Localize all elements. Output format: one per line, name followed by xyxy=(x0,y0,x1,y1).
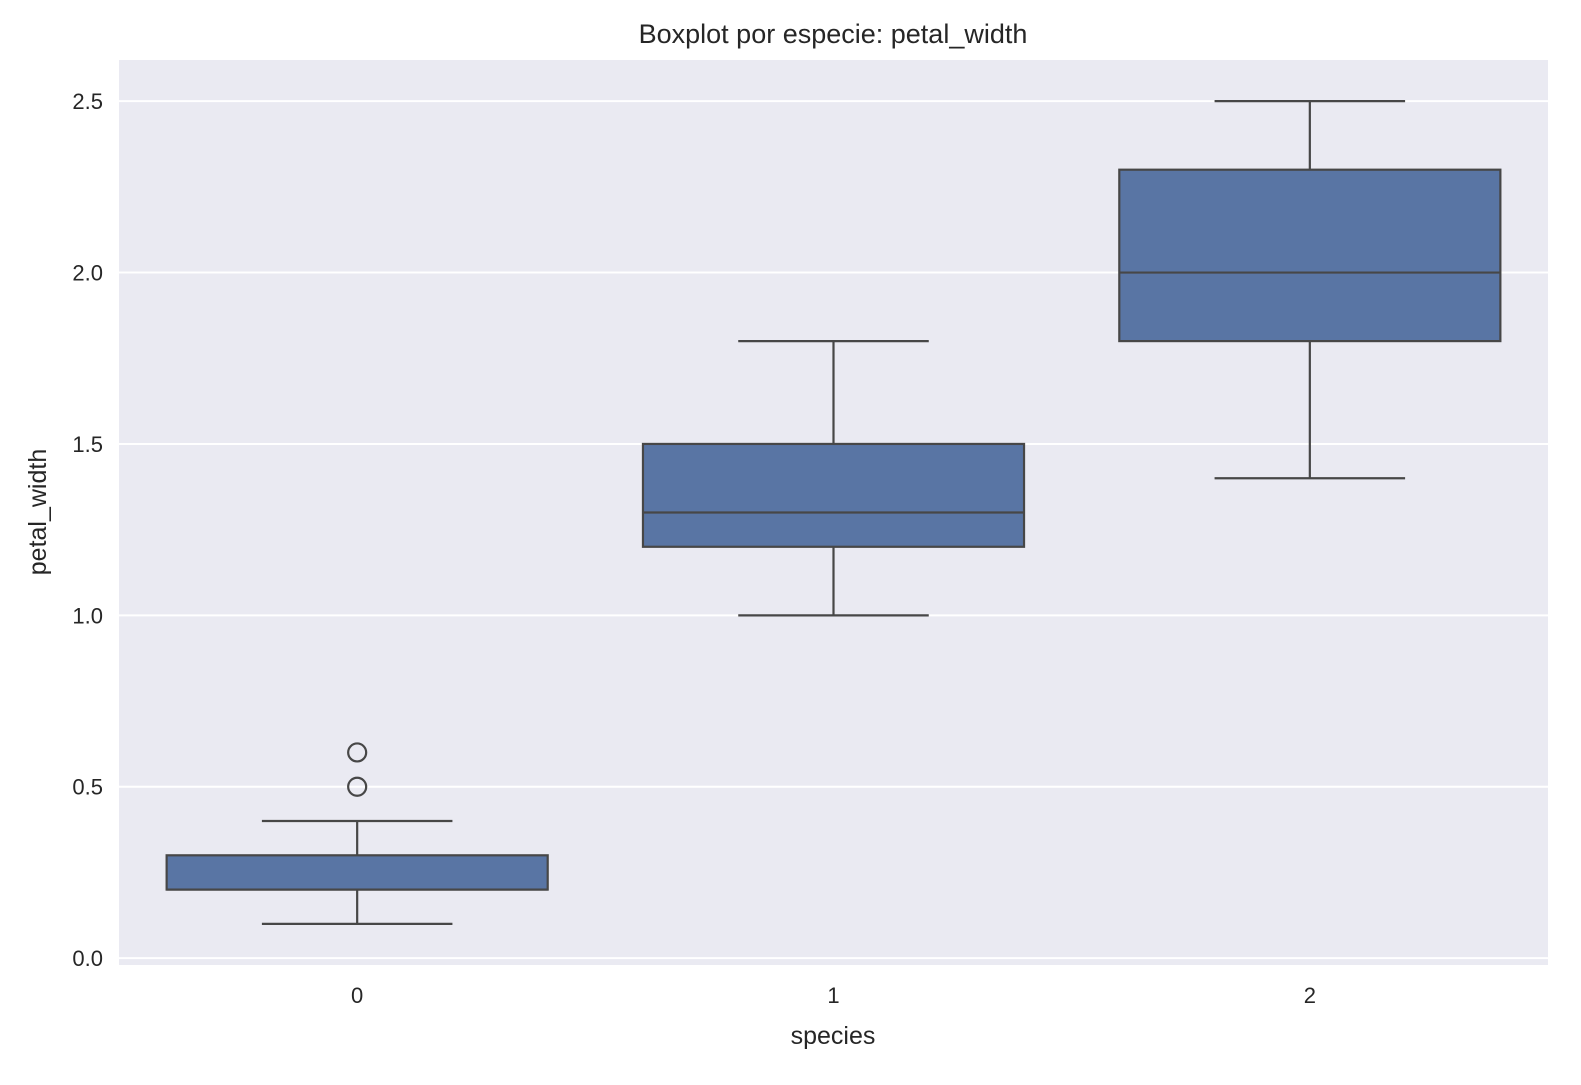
y-axis-label: petal_width xyxy=(24,449,52,575)
y-tick-label: 0.5 xyxy=(72,775,103,800)
x-tick-label: 2 xyxy=(1304,983,1316,1008)
y-tick-label: 2.5 xyxy=(72,89,103,114)
y-tick-label: 1.5 xyxy=(72,432,103,457)
outlier-point xyxy=(347,776,368,797)
y-tick-label: 2.0 xyxy=(72,261,103,286)
box-species-2 xyxy=(1118,100,1502,480)
y-tick-label: 0.0 xyxy=(72,946,103,971)
tick-labels: 0.0 0.5 1.0 1.5 2.0 2.5 0 1 2 xyxy=(72,89,1316,1008)
box-species-0 xyxy=(165,742,549,925)
chart-title: Boxplot por especie: petal_width xyxy=(639,19,1028,49)
iqr-box xyxy=(1118,168,1502,343)
iqr-box xyxy=(641,442,1026,548)
outlier-point xyxy=(347,742,368,763)
boxes xyxy=(165,100,1502,925)
x-tick-label: 0 xyxy=(351,983,363,1008)
iqr-box xyxy=(165,854,549,891)
box-species-1 xyxy=(641,339,1026,617)
x-tick-label: 1 xyxy=(827,983,839,1008)
x-axis-label: species xyxy=(791,1022,876,1050)
y-tick-label: 1.0 xyxy=(72,603,103,628)
